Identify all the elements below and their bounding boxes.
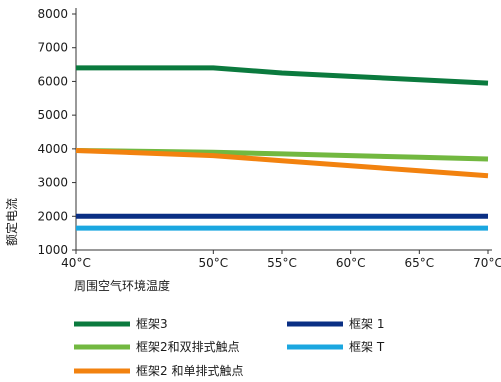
- x-ticks: 40°C 50°C 55°C 60°C 65°C 70°C: [61, 250, 501, 270]
- y-tick-label: 3000: [37, 176, 68, 190]
- x-tick-label: 70°C: [473, 256, 501, 270]
- y-tick-label: 4000: [37, 142, 68, 156]
- series-lines: [75, 65, 489, 231]
- series-line-2: [75, 148, 489, 162]
- legend-label: 框架 T: [349, 340, 385, 354]
- series-line-1: [76, 65, 489, 86]
- x-tick-label: 40°C: [61, 256, 91, 270]
- y-tick-label: 6000: [37, 74, 68, 88]
- x-tick-label: 60°C: [336, 256, 366, 270]
- y-tick-label: 2000: [37, 209, 68, 223]
- y-ticks: 1000 2000 3000 4000 5000 6000 7000 8000: [37, 7, 76, 257]
- y-tick-label: 1000: [37, 243, 68, 257]
- legend-label: 框架2 和单排式触点: [136, 364, 243, 378]
- series-line-3: [75, 148, 489, 179]
- y-tick-label: 8000: [37, 7, 68, 21]
- y-tick-label: 7000: [37, 41, 68, 55]
- x-axis-title: 周围空气环境温度: [74, 278, 170, 293]
- y-axis-title: 额定电流: [4, 198, 19, 246]
- x-tick-label: 55°C: [267, 256, 297, 270]
- y-tick-label: 5000: [37, 108, 68, 122]
- plot-area: 1000 2000 3000 4000 5000 6000 7000 8000 40°C 50°…: [37, 7, 501, 270]
- legend-label: 框架2和双排式触点: [136, 340, 240, 354]
- legend-label: 框架3: [136, 317, 168, 331]
- x-tick-label: 65°C: [405, 256, 435, 270]
- legend-label: 框架 1: [349, 317, 384, 331]
- x-tick-label: 50°C: [199, 256, 229, 270]
